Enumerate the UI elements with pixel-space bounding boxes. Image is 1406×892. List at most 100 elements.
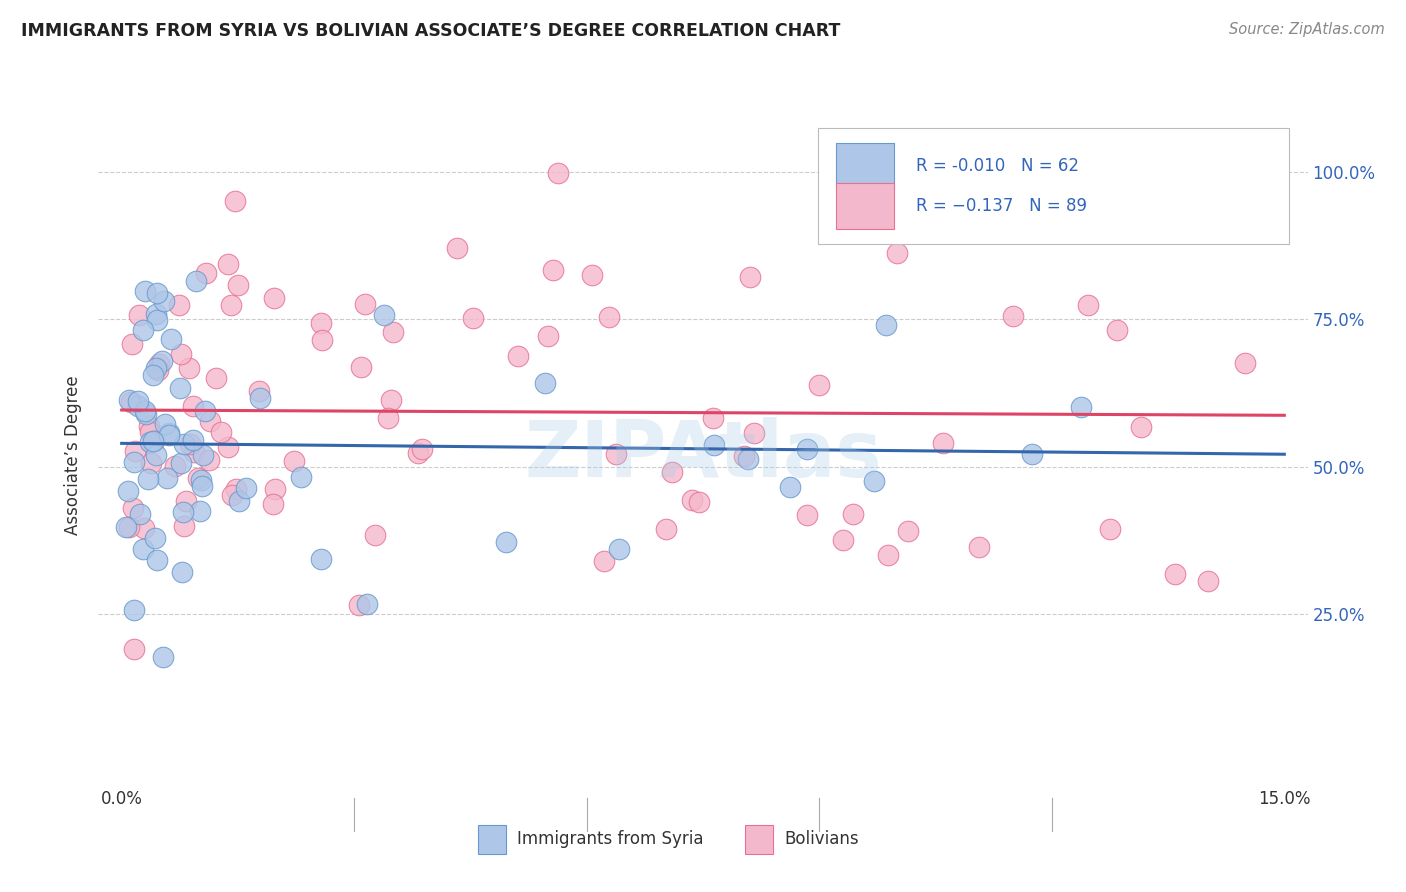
Point — [225, 482, 247, 496]
Text: Immigrants from Syria: Immigrants from Syria — [517, 830, 704, 848]
Point — [541, 263, 564, 277]
Point — [283, 453, 305, 467]
Point — [702, 410, 724, 425]
Point — [655, 522, 678, 536]
Point — [506, 350, 529, 364]
Point — [217, 440, 239, 454]
Point — [807, 378, 830, 392]
Point — [742, 426, 765, 441]
Point — [733, 449, 755, 463]
Point — [224, 194, 246, 208]
Point — [167, 298, 190, 312]
Point — [495, 535, 517, 549]
Point — [842, 507, 865, 521]
Point — [153, 417, 176, 431]
Point — [350, 359, 373, 374]
Point — [118, 392, 141, 407]
Point — [461, 311, 484, 326]
Point — [173, 505, 195, 519]
Point — [605, 447, 627, 461]
Point — [598, 310, 620, 325]
Point — [688, 494, 710, 508]
Point — [200, 414, 222, 428]
Point — [897, 524, 920, 538]
Point — [609, 542, 631, 557]
Point — [373, 308, 395, 322]
Point — [124, 444, 146, 458]
Point — [406, 446, 429, 460]
Point — [174, 493, 197, 508]
Point — [121, 337, 143, 351]
Text: R = −0.137   N = 89: R = −0.137 N = 89 — [915, 197, 1087, 215]
Point — [411, 442, 433, 457]
Point — [537, 328, 560, 343]
Point — [1070, 400, 1092, 414]
Point — [264, 482, 287, 496]
Point — [347, 598, 370, 612]
Point — [1164, 567, 1187, 582]
Text: Bolivians: Bolivians — [785, 830, 859, 848]
Point — [1129, 419, 1152, 434]
Point — [737, 452, 759, 467]
Point — [187, 471, 209, 485]
Point — [146, 286, 169, 301]
Point — [1107, 323, 1129, 337]
Point — [356, 597, 378, 611]
Point — [852, 201, 875, 215]
Point — [932, 436, 955, 450]
Point — [142, 368, 165, 382]
Point — [153, 293, 176, 308]
Point — [157, 427, 180, 442]
Text: ZIPAtlas: ZIPAtlas — [524, 417, 882, 493]
Point — [209, 425, 232, 440]
Point — [262, 497, 284, 511]
Point — [169, 347, 191, 361]
Point — [702, 438, 724, 452]
Point — [219, 298, 242, 312]
Point — [179, 437, 201, 451]
Point — [290, 470, 312, 484]
Point — [190, 479, 212, 493]
Point — [446, 241, 468, 255]
Point — [228, 277, 250, 292]
Point — [134, 284, 156, 298]
Point — [152, 649, 174, 664]
Point — [382, 326, 405, 340]
Point — [1021, 447, 1043, 461]
Point — [172, 565, 194, 579]
Point — [156, 470, 179, 484]
Point — [121, 394, 143, 409]
Point — [886, 245, 908, 260]
FancyBboxPatch shape — [818, 128, 1289, 244]
Point — [127, 394, 149, 409]
Point — [364, 528, 387, 542]
Point — [145, 307, 167, 321]
Point — [136, 472, 159, 486]
Point — [131, 322, 153, 336]
Point — [183, 445, 205, 459]
Point — [142, 434, 165, 449]
Point — [141, 434, 163, 448]
Point — [160, 333, 183, 347]
FancyBboxPatch shape — [837, 143, 894, 189]
Point — [249, 391, 271, 405]
Point — [138, 425, 160, 440]
Point — [581, 268, 603, 282]
Point — [139, 456, 162, 470]
Point — [1197, 574, 1219, 589]
Point — [132, 542, 155, 557]
Point — [354, 297, 377, 311]
Point — [235, 481, 257, 495]
Point — [309, 552, 332, 566]
Point — [146, 312, 169, 326]
Point — [150, 353, 173, 368]
Point — [533, 376, 555, 391]
Point — [205, 371, 228, 385]
Point — [148, 358, 170, 372]
Point — [832, 533, 855, 548]
Point — [143, 531, 166, 545]
Point — [738, 270, 761, 285]
Point — [128, 308, 150, 322]
Point — [181, 434, 204, 448]
Point — [1099, 522, 1122, 536]
